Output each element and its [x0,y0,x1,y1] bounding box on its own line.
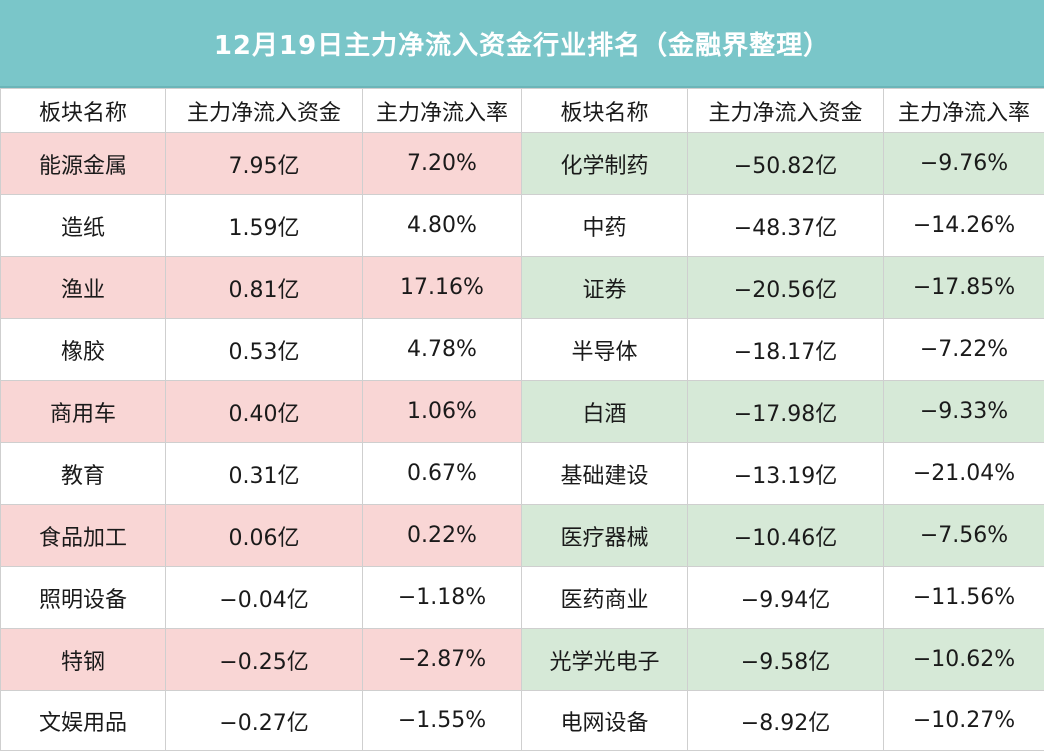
right-sector-name-cell: 证券 [521,256,688,319]
left-sector-name-cell: 食品加工 [0,504,166,567]
table-row: 橡胶 0.53亿 4.78% 半导体 −18.17亿 −7.22% [0,318,1044,381]
left-inflow-rate-cell: 17.16% [362,256,522,319]
right-sector-name-cell: 白酒 [521,380,688,443]
right-inflow-rate-cell: −7.56% [883,504,1044,567]
left-inflow-rate-cell: 4.80% [362,194,522,257]
right-inflow-rate-cell: −7.22% [883,318,1044,381]
right-inflow-amount-cell: −9.94亿 [687,566,884,629]
left-sector-name-cell: 造纸 [0,194,166,257]
right-inflow-amount-cell: −20.56亿 [687,256,884,319]
left-inflow-amount-cell: 0.31亿 [165,442,363,505]
left-sector-name-cell: 照明设备 [0,566,166,629]
right-inflow-rate-cell: −11.56% [883,566,1044,629]
left-sector-name-cell: 商用车 [0,380,166,443]
right-inflow-amount-cell: −18.17亿 [687,318,884,381]
header-rate-right: 主力净流入率 [883,88,1044,133]
right-inflow-rate-cell: −10.62% [883,628,1044,691]
left-inflow-amount-cell: 0.53亿 [165,318,363,381]
left-inflow-rate-cell: 4.78% [362,318,522,381]
left-sector-name-cell: 教育 [0,442,166,505]
right-inflow-rate-cell: −9.33% [883,380,1044,443]
left-inflow-rate-cell: 0.22% [362,504,522,567]
right-inflow-rate-cell: −14.26% [883,194,1044,257]
table-row: 文娱用品 −0.27亿 −1.55% 电网设备 −8.92亿 −10.27% [0,690,1044,751]
right-inflow-amount-cell: −10.46亿 [687,504,884,567]
table-row: 照明设备 −0.04亿 −1.18% 医药商业 −9.94亿 −11.56% [0,566,1044,629]
right-sector-name-cell: 化学制药 [521,132,688,195]
left-inflow-amount-cell: 1.59亿 [165,194,363,257]
right-sector-name-cell: 电网设备 [521,690,688,751]
table-row: 食品加工 0.06亿 0.22% 医疗器械 −10.46亿 −7.56% [0,504,1044,567]
table-row: 造纸 1.59亿 4.80% 中药 −48.37亿 −14.26% [0,194,1044,257]
right-inflow-rate-cell: −9.76% [883,132,1044,195]
ranking-table: 板块名称 主力净流入资金 主力净流入率 板块名称 主力净流入资金 主力净流入率 … [0,88,1044,751]
header-inflow-left: 主力净流入资金 [165,88,363,133]
header-rate-left: 主力净流入率 [362,88,522,133]
left-inflow-amount-cell: 0.06亿 [165,504,363,567]
right-inflow-amount-cell: −17.98亿 [687,380,884,443]
right-sector-name-cell: 医药商业 [521,566,688,629]
table-row: 渔业 0.81亿 17.16% 证券 −20.56亿 −17.85% [0,256,1044,319]
left-inflow-amount-cell: −0.25亿 [165,628,363,691]
right-sector-name-cell: 光学光电子 [521,628,688,691]
right-inflow-rate-cell: −10.27% [883,690,1044,751]
table-body: 能源金属 7.95亿 7.20% 化学制药 −50.82亿 −9.76% 造纸 1.59亿 4.… [0,132,1044,751]
right-inflow-amount-cell: −8.92亿 [687,690,884,751]
left-inflow-rate-cell: −1.18% [362,566,522,629]
right-inflow-amount-cell: −13.19亿 [687,442,884,505]
left-inflow-rate-cell: 7.20% [362,132,522,195]
right-sector-name-cell: 中药 [521,194,688,257]
page-title: 12月19日主力净流入资金行业排名（金融界整理） [0,0,1044,88]
left-sector-name-cell: 橡胶 [0,318,166,381]
table-row: 商用车 0.40亿 1.06% 白酒 −17.98亿 −9.33% [0,380,1044,443]
right-inflow-amount-cell: −50.82亿 [687,132,884,195]
left-inflow-rate-cell: −2.87% [362,628,522,691]
header-sector-right: 板块名称 [521,88,688,133]
right-inflow-amount-cell: −48.37亿 [687,194,884,257]
left-inflow-rate-cell: 0.67% [362,442,522,505]
table-row: 特钢 −0.25亿 −2.87% 光学光电子 −9.58亿 −10.62% [0,628,1044,691]
right-inflow-rate-cell: −21.04% [883,442,1044,505]
table-row: 能源金属 7.95亿 7.20% 化学制药 −50.82亿 −9.76% [0,132,1044,195]
left-sector-name-cell: 能源金属 [0,132,166,195]
header-inflow-right: 主力净流入资金 [687,88,884,133]
right-sector-name-cell: 基础建设 [521,442,688,505]
right-inflow-amount-cell: −9.58亿 [687,628,884,691]
left-sector-name-cell: 文娱用品 [0,690,166,751]
left-sector-name-cell: 特钢 [0,628,166,691]
table-row: 教育 0.31亿 0.67% 基础建设 −13.19亿 −21.04% [0,442,1044,505]
right-sector-name-cell: 半导体 [521,318,688,381]
left-inflow-rate-cell: −1.55% [362,690,522,751]
header-sector-left: 板块名称 [0,88,166,133]
left-sector-name-cell: 渔业 [0,256,166,319]
header-row: 板块名称 主力净流入资金 主力净流入率 板块名称 主力净流入资金 主力净流入率 [0,88,1044,133]
right-sector-name-cell: 医疗器械 [521,504,688,567]
left-inflow-amount-cell: −0.04亿 [165,566,363,629]
left-inflow-amount-cell: −0.27亿 [165,690,363,751]
left-inflow-rate-cell: 1.06% [362,380,522,443]
right-inflow-rate-cell: −17.85% [883,256,1044,319]
left-inflow-amount-cell: 0.81亿 [165,256,363,319]
left-inflow-amount-cell: 0.40亿 [165,380,363,443]
left-inflow-amount-cell: 7.95亿 [165,132,363,195]
